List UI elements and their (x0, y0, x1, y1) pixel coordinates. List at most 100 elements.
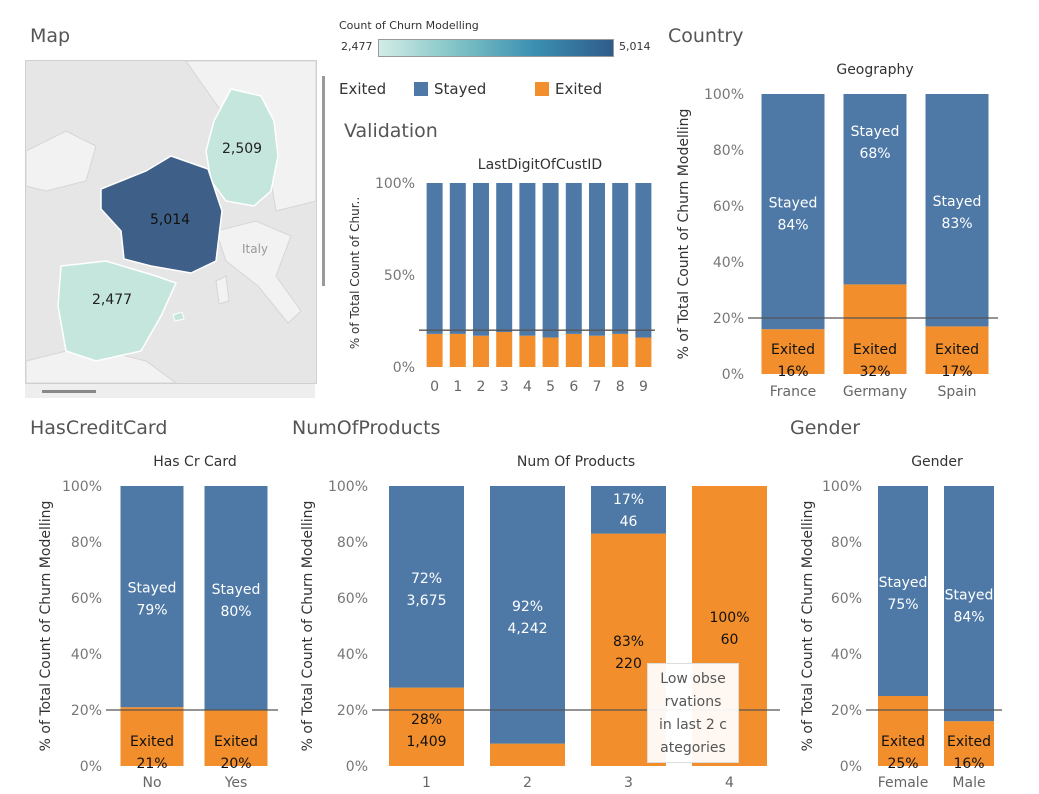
validation-x-tick: 2 (477, 379, 486, 395)
section-title-hascreditcard: HasCreditCard (30, 417, 168, 439)
validation-bar-exited[interactable] (635, 337, 652, 367)
gender-bar-exited[interactable] (944, 721, 994, 766)
numofproducts-bar-stayed[interactable] (389, 486, 464, 688)
hascreditcard-bar-exited[interactable] (204, 710, 268, 766)
numofproducts-data-label: 1,409 (406, 734, 446, 750)
validation-bar-stayed[interactable] (519, 183, 536, 336)
chart-validation[interactable]: % of Total Count of Chur.. 0% 50% 100% 0 1 2 3 4… (345, 175, 660, 405)
validation-bar-exited[interactable] (496, 332, 513, 367)
note-line: rvations (664, 694, 722, 710)
hascreditcard-data-label: Exited (214, 734, 258, 750)
numofproducts-bar-exited[interactable] (389, 687, 464, 766)
chart-hascreditcard[interactable]: % of Total Count of Churn Modelling 0% 20%… (28, 470, 288, 794)
country-data-label: Exited (935, 342, 979, 358)
gender-bar-stayed[interactable] (878, 486, 928, 696)
gender-bar-exited[interactable] (878, 696, 928, 766)
low-observations-note: Low obse rvations in last 2 c ategories (647, 663, 739, 763)
europe-map[interactable] (26, 61, 316, 383)
gender-data-label: Exited (881, 734, 925, 750)
validation-x-tick: 8 (616, 379, 625, 395)
map-value-germany: 2,509 (222, 141, 263, 157)
map-region-spain[interactable] (57, 260, 178, 362)
country-data-label: Stayed (851, 124, 900, 140)
gender-y-tick: 80% (831, 535, 862, 551)
country-bar-exited[interactable] (761, 329, 825, 374)
validation-bar-stayed[interactable] (496, 183, 513, 333)
chart-gender[interactable]: % of Total Count of Churn Modelling 0% 20%… (790, 470, 1010, 794)
section-title-country: Country (668, 25, 744, 47)
chart-country[interactable]: % of Total Count of Churn Modelling 0% 20%… (668, 80, 1008, 405)
validation-bar-exited[interactable] (589, 335, 605, 367)
country-bar-exited[interactable] (925, 326, 989, 374)
validation-bar-exited[interactable] (565, 333, 582, 367)
map-vertical-scrollbar[interactable] (322, 76, 325, 286)
validation-bar-stayed[interactable] (449, 183, 466, 334)
hascreditcard-data-label: 20% (220, 756, 251, 772)
validation-bar-exited[interactable] (612, 333, 629, 367)
section-title-numofproducts: NumOfProducts (292, 417, 441, 439)
validation-bar-exited[interactable] (519, 335, 536, 367)
gender-y-tick: 100% (822, 479, 862, 495)
validation-bar-stayed[interactable] (612, 183, 629, 334)
gender-bar-stayed[interactable] (944, 486, 994, 722)
validation-bar-stayed[interactable] (473, 183, 489, 336)
chart-numofproducts[interactable]: % of Total Count of Churn Modelling 0% 20%… (290, 470, 790, 794)
validation-bar-exited[interactable] (426, 333, 443, 367)
numofproducts-bar-exited[interactable] (490, 743, 565, 766)
legend-label-stayed[interactable]: Stayed (434, 80, 487, 98)
validation-x-tick: 3 (500, 379, 509, 395)
legend-label-exited[interactable]: Exited (555, 80, 603, 98)
country-y-tick: 0% (722, 367, 744, 383)
numofproducts-bar-stayed[interactable] (490, 486, 565, 744)
hascreditcard-bar-stayed[interactable] (120, 486, 184, 708)
numofproducts-data-label: 100% (709, 610, 749, 626)
map-region-germany[interactable] (205, 88, 279, 207)
validation-x-tick: 9 (639, 379, 648, 395)
country-bar-exited[interactable] (843, 284, 907, 374)
numofproducts-y-axis-title: % of Total Count of Churn Modelling (300, 501, 316, 752)
color-legend-title: Count of Churn Modelling (339, 19, 479, 32)
map-horizontal-scroll-track[interactable] (25, 384, 315, 398)
validation-bar-stayed[interactable] (589, 183, 605, 336)
section-title-validation: Validation (344, 120, 438, 142)
validation-bar-stayed[interactable] (426, 183, 443, 334)
map-region-balearic[interactable] (172, 311, 185, 322)
country-bar-stayed[interactable] (843, 94, 907, 285)
color-legend-gradient[interactable] (378, 39, 614, 57)
validation-bar-exited[interactable] (449, 333, 466, 367)
hascreditcard-x-tick: Yes (224, 775, 248, 791)
numofproducts-y-tick: 80% (337, 535, 368, 551)
country-data-label: Exited (771, 342, 815, 358)
gender-data-label: 84% (953, 610, 984, 626)
hascreditcard-y-tick: 20% (71, 703, 102, 719)
map-horizontal-scrollbar[interactable] (42, 390, 96, 393)
exited-legend-title: Exited (339, 80, 387, 98)
country-y-tick: 40% (713, 255, 744, 271)
hascreditcard-data-label: Stayed (212, 582, 261, 598)
chart-title-country: Geography (836, 62, 914, 78)
numofproducts-data-label: 3,675 (406, 593, 446, 609)
gender-y-tick: 0% (840, 759, 862, 775)
validation-bar-stayed[interactable] (542, 183, 559, 338)
country-bar-stayed[interactable] (925, 94, 989, 327)
validation-bar-exited[interactable] (542, 337, 559, 367)
hascreditcard-bar-stayed[interactable] (204, 486, 268, 710)
map-land-corsica (215, 275, 230, 305)
country-y-tick: 100% (704, 87, 744, 103)
map-region-france[interactable] (100, 155, 223, 274)
gender-data-label: 25% (887, 756, 918, 772)
map-panel[interactable]: 2,509 5,014 2,477 Italy (25, 60, 317, 384)
numofproducts-bar-stayed[interactable] (591, 486, 666, 534)
hascreditcard-data-label: Stayed (128, 581, 177, 597)
country-y-tick: 60% (713, 199, 744, 215)
hascreditcard-x-tick: No (142, 775, 161, 791)
validation-bar-stayed[interactable] (635, 183, 652, 338)
legend-swatch-stayed[interactable] (414, 82, 428, 96)
validation-bar-exited[interactable] (473, 335, 489, 367)
validation-bar-stayed[interactable] (565, 183, 582, 334)
hascreditcard-data-label: 80% (220, 604, 251, 620)
hascreditcard-bar-exited[interactable] (120, 707, 184, 766)
country-bar-stayed[interactable] (761, 94, 825, 330)
color-legend-max: 5,014 (619, 40, 651, 53)
legend-swatch-exited[interactable] (535, 82, 549, 96)
